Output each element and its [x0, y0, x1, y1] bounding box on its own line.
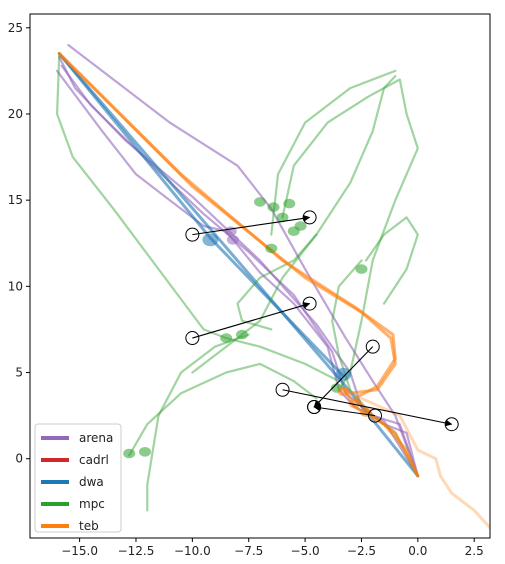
x-tick-label: 2.5: [465, 544, 484, 558]
series-mpc-marker-9: [254, 197, 266, 207]
legend-label-dwa: dwa: [79, 475, 104, 489]
series-mpc-marker-1: [236, 329, 248, 340]
y-tick-label: 10: [8, 279, 23, 293]
obstacle-4-end-circle: [307, 400, 322, 414]
legend-label-arena: arena: [79, 431, 113, 445]
x-tick-label: −5.0: [291, 544, 320, 558]
series-teb-marker-0: [337, 386, 350, 397]
x-tick-label: −12.5: [118, 544, 155, 558]
series-mpc-marker-10: [267, 202, 280, 212]
series-mpc-path-1: [146, 333, 250, 512]
y-tick-label: 15: [8, 193, 23, 207]
y-tick-label: 5: [15, 366, 23, 380]
x-tick-label: −2.5: [347, 544, 376, 558]
obstacle-3-start-circle: [275, 382, 290, 397]
series-arena-marker-1: [226, 235, 239, 245]
legend: arena cadrl dwa mpc teb: [34, 423, 122, 533]
series-mpc-marker-6: [276, 212, 289, 223]
series-mpc-marker-5: [355, 264, 368, 274]
obstacle-1-end-circle: [302, 296, 317, 311]
obstacle-layer: [185, 210, 459, 432]
legend-label-cadrl: cadrl: [79, 453, 109, 467]
obstacle-3-end-circle: [444, 417, 459, 432]
series-mpc-marker-11: [283, 198, 296, 209]
series-arena-path-2: [67, 43, 419, 477]
legend-label-mpc: mpc: [79, 497, 105, 511]
series-teb-marker-2: [360, 407, 372, 418]
series-mpc-marker-4: [265, 243, 278, 254]
series-teb-path-2: [360, 396, 490, 530]
legend-label-teb: teb: [79, 519, 99, 533]
series-mpc-path-4: [270, 69, 397, 236]
series-arena-path-1: [60, 64, 419, 477]
series-mpc-marker-8: [294, 221, 307, 231]
x-axis: −15.0 −12.5 −10.0 −7.5 −5.0 −2.5 0.0 2.5: [61, 538, 484, 558]
x-tick-label: −10.0: [174, 544, 211, 558]
series-teb-marker-1: [348, 398, 361, 409]
x-tick-label: −15.0: [61, 544, 98, 558]
series-mpc-marker-2: [123, 448, 136, 459]
series-mpc-path-3: [128, 362, 318, 457]
obstacle-0-start-circle: [185, 227, 200, 242]
obstacle-3-arrow: [282, 389, 453, 427]
x-tick-label: 0.0: [408, 544, 427, 558]
obstacle-1-arrow: [192, 302, 311, 339]
series-dwa-marker-1: [335, 367, 352, 381]
series-mpc-path-5: [281, 78, 419, 391]
obstacle-1-start-circle: [185, 331, 200, 346]
obstacle-2-arrow: [313, 346, 374, 408]
y-axis: 0 5 10 15 20 25: [8, 21, 30, 466]
y-tick-label: 0: [15, 452, 23, 466]
plot-frame: [29, 13, 491, 539]
y-tick-label: 25: [8, 21, 23, 35]
series-mpc-path-0: [56, 52, 340, 383]
series-dwa-marker-0: [202, 233, 219, 247]
x-tick-label: −7.5: [234, 544, 263, 558]
series-teb-path-1: [57, 52, 420, 478]
obstacle-2-start-circle: [365, 339, 380, 354]
obstacle-4-start-circle: [368, 408, 382, 423]
series-mpc-marker-0: [220, 333, 233, 343]
marker-layer: [123, 197, 372, 459]
obstacle-0-arrow: [192, 214, 311, 236]
obstacle-4-arrow: [313, 404, 376, 417]
y-tick-label: 20: [8, 107, 23, 121]
series-mpc-path-2: [191, 75, 397, 374]
series-dwa-path-1: [57, 52, 420, 478]
series-mpc-path-8: [364, 216, 419, 305]
trajectory-layer: [56, 43, 490, 530]
obstacle-0-end-circle: [302, 210, 317, 225]
series-mpc-marker-3: [139, 447, 151, 457]
